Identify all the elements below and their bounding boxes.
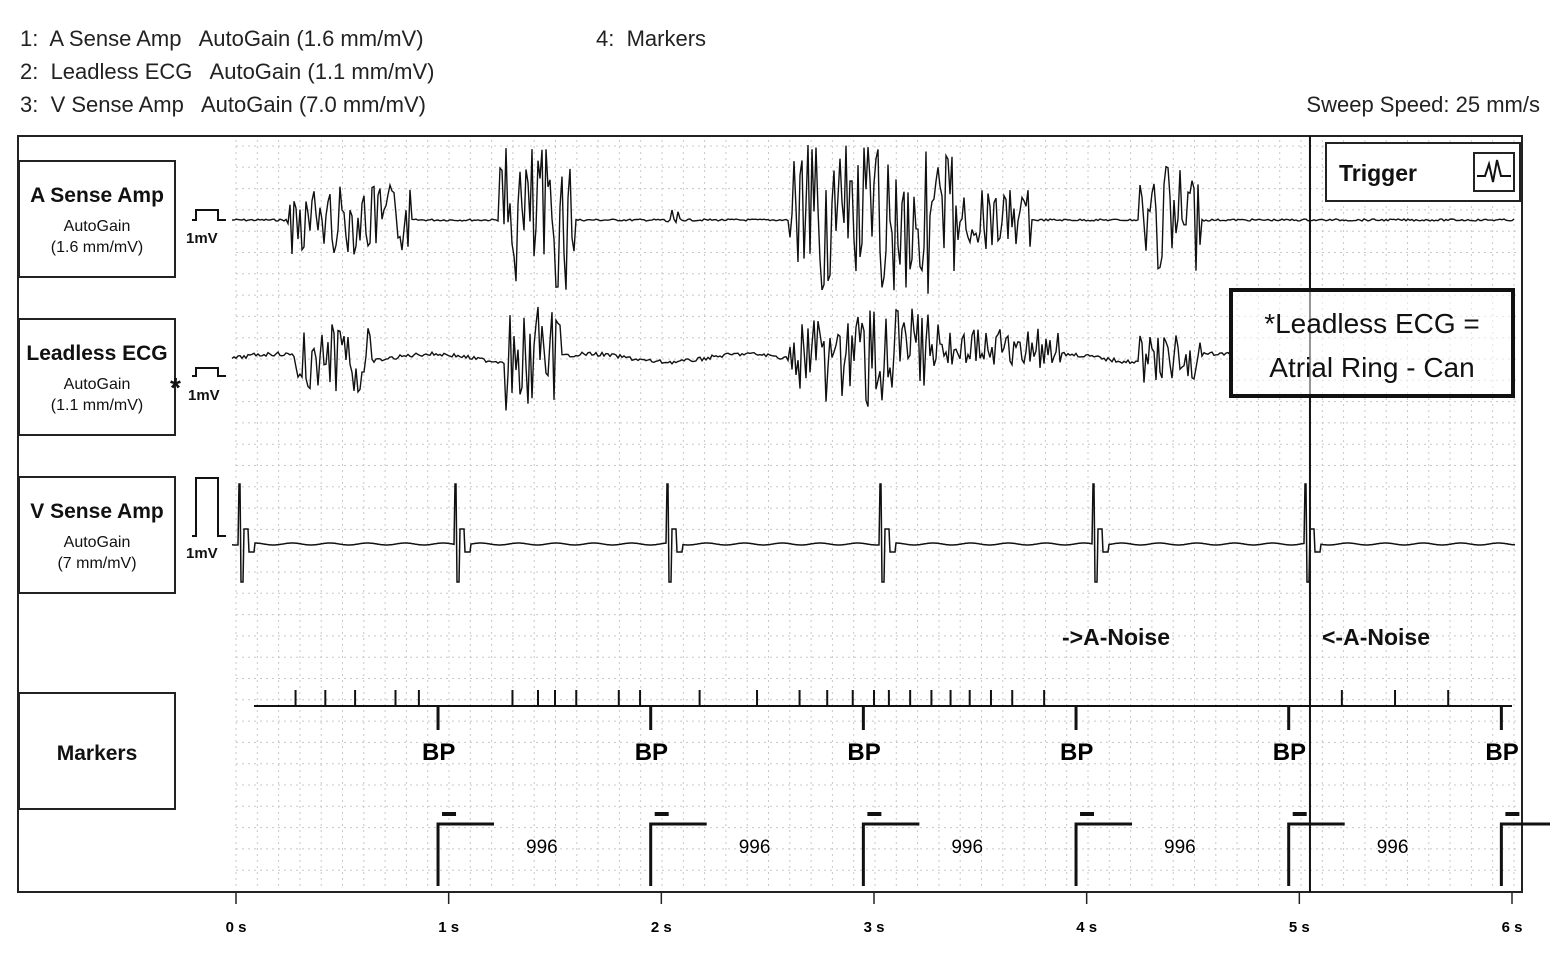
channel-gain-value: (1.6 mm/mV) [50, 239, 144, 256]
traces [231, 144, 1516, 583]
sweep-speed: Sweep Speed: 25 mm/s [1306, 92, 1540, 117]
strip-frame [17, 135, 1523, 893]
interval-label: 996 [739, 837, 771, 858]
paced-marker-label: BP [1485, 739, 1518, 766]
trigger-label: Trigger [1339, 160, 1417, 186]
time-tick-label: 4 s [1076, 919, 1097, 936]
interval-label: 996 [951, 837, 983, 858]
interval-label: 996 [526, 837, 558, 858]
label-a-sense-amp: A Sense Amp AutoGain (1.6 mm/mV) [18, 160, 176, 278]
channel-name: Leadless ECG [26, 342, 168, 365]
channel-gain-label: AutoGain [63, 218, 131, 235]
paced-marker-label: BP [1060, 739, 1093, 766]
header-ch4: 4: Markers [596, 26, 707, 51]
note-line-1: *Leadless ECG = [1264, 308, 1480, 339]
asterisk: * [170, 372, 181, 403]
interval-label: 996 [1164, 837, 1196, 858]
time-tick-label: 1 s [438, 919, 459, 936]
channel-gain-label: AutoGain [63, 534, 131, 551]
marker-channel: BP 996 BP 996 BP 996 BP 996 BP 996 BP [254, 690, 1550, 886]
grid [235, 140, 1520, 890]
calibration-pulses [192, 209, 226, 537]
noise-start-annotation: ->A-Noise [1062, 624, 1170, 650]
time-tick-label: 0 s [226, 919, 247, 936]
cal-pulse-v [192, 477, 226, 537]
cal-label-v: 1mV [186, 545, 218, 562]
paced-marker-label: BP [847, 739, 880, 766]
interval-bracket [1287, 822, 1345, 886]
channel-name: Markers [56, 742, 138, 765]
header-ch2: 2: Leadless ECG AutoGain (1.1 mm/mV) [20, 59, 435, 84]
leadless-ecg-note: *Leadless ECG = Atrial Ring - Can [1229, 288, 1515, 398]
channel-gain-label: AutoGain [63, 376, 131, 393]
channel-name: A Sense Amp [30, 184, 164, 207]
interval-bracket [649, 822, 707, 886]
label-markers: Markers [18, 692, 176, 810]
time-tick-label: 3 s [864, 919, 885, 936]
interval-label: 996 [1377, 837, 1409, 858]
cal-pulse-ecg [192, 367, 226, 377]
trace-a-sense-amp [231, 144, 1515, 294]
paced-marker-label: BP [422, 739, 455, 766]
paced-marker-label: BP [1273, 739, 1306, 766]
interval-bracket [436, 822, 495, 886]
cal-pulse-a [192, 209, 226, 221]
channel-name: V Sense Amp [30, 500, 164, 523]
trace-v-sense-amp [231, 483, 1516, 583]
trigger-button[interactable]: Trigger [1325, 142, 1521, 202]
header-ch3: 3: V Sense Amp AutoGain (7.0 mm/mV) [20, 92, 426, 117]
time-tick-label: 2 s [651, 919, 672, 936]
channel-gain-value: (1.1 mm/mV) [50, 397, 144, 414]
time-tick-label: 5 s [1289, 919, 1310, 936]
cal-label-ecg: 1mV [188, 387, 220, 404]
trace-leadless-ecg [231, 306, 1231, 411]
note-line-2: Atrial Ring - Can [1269, 352, 1475, 383]
cal-label-a: 1mV [186, 230, 218, 247]
time-axis: 0 s 1 s 2 s 3 s 4 s 5 s 6 s [226, 892, 1523, 936]
paced-marker-label: BP [635, 739, 668, 766]
waveform-icon [1473, 152, 1515, 192]
label-leadless-ecg: Leadless ECG AutoGain (1.1 mm/mV) [18, 318, 176, 436]
interval-bracket [861, 822, 920, 886]
header-ch1: 1: A Sense Amp AutoGain (1.6 mm/mV) [20, 26, 424, 51]
interval-bracket [1074, 822, 1133, 886]
label-v-sense-amp: V Sense Amp AutoGain (7 mm/mV) [18, 476, 176, 594]
noise-end-annotation: <-A-Noise [1322, 624, 1430, 650]
time-tick-label: 6 s [1502, 919, 1523, 936]
channel-gain-value: (7 mm/mV) [57, 555, 137, 572]
interval-bracket [1499, 822, 1550, 886]
